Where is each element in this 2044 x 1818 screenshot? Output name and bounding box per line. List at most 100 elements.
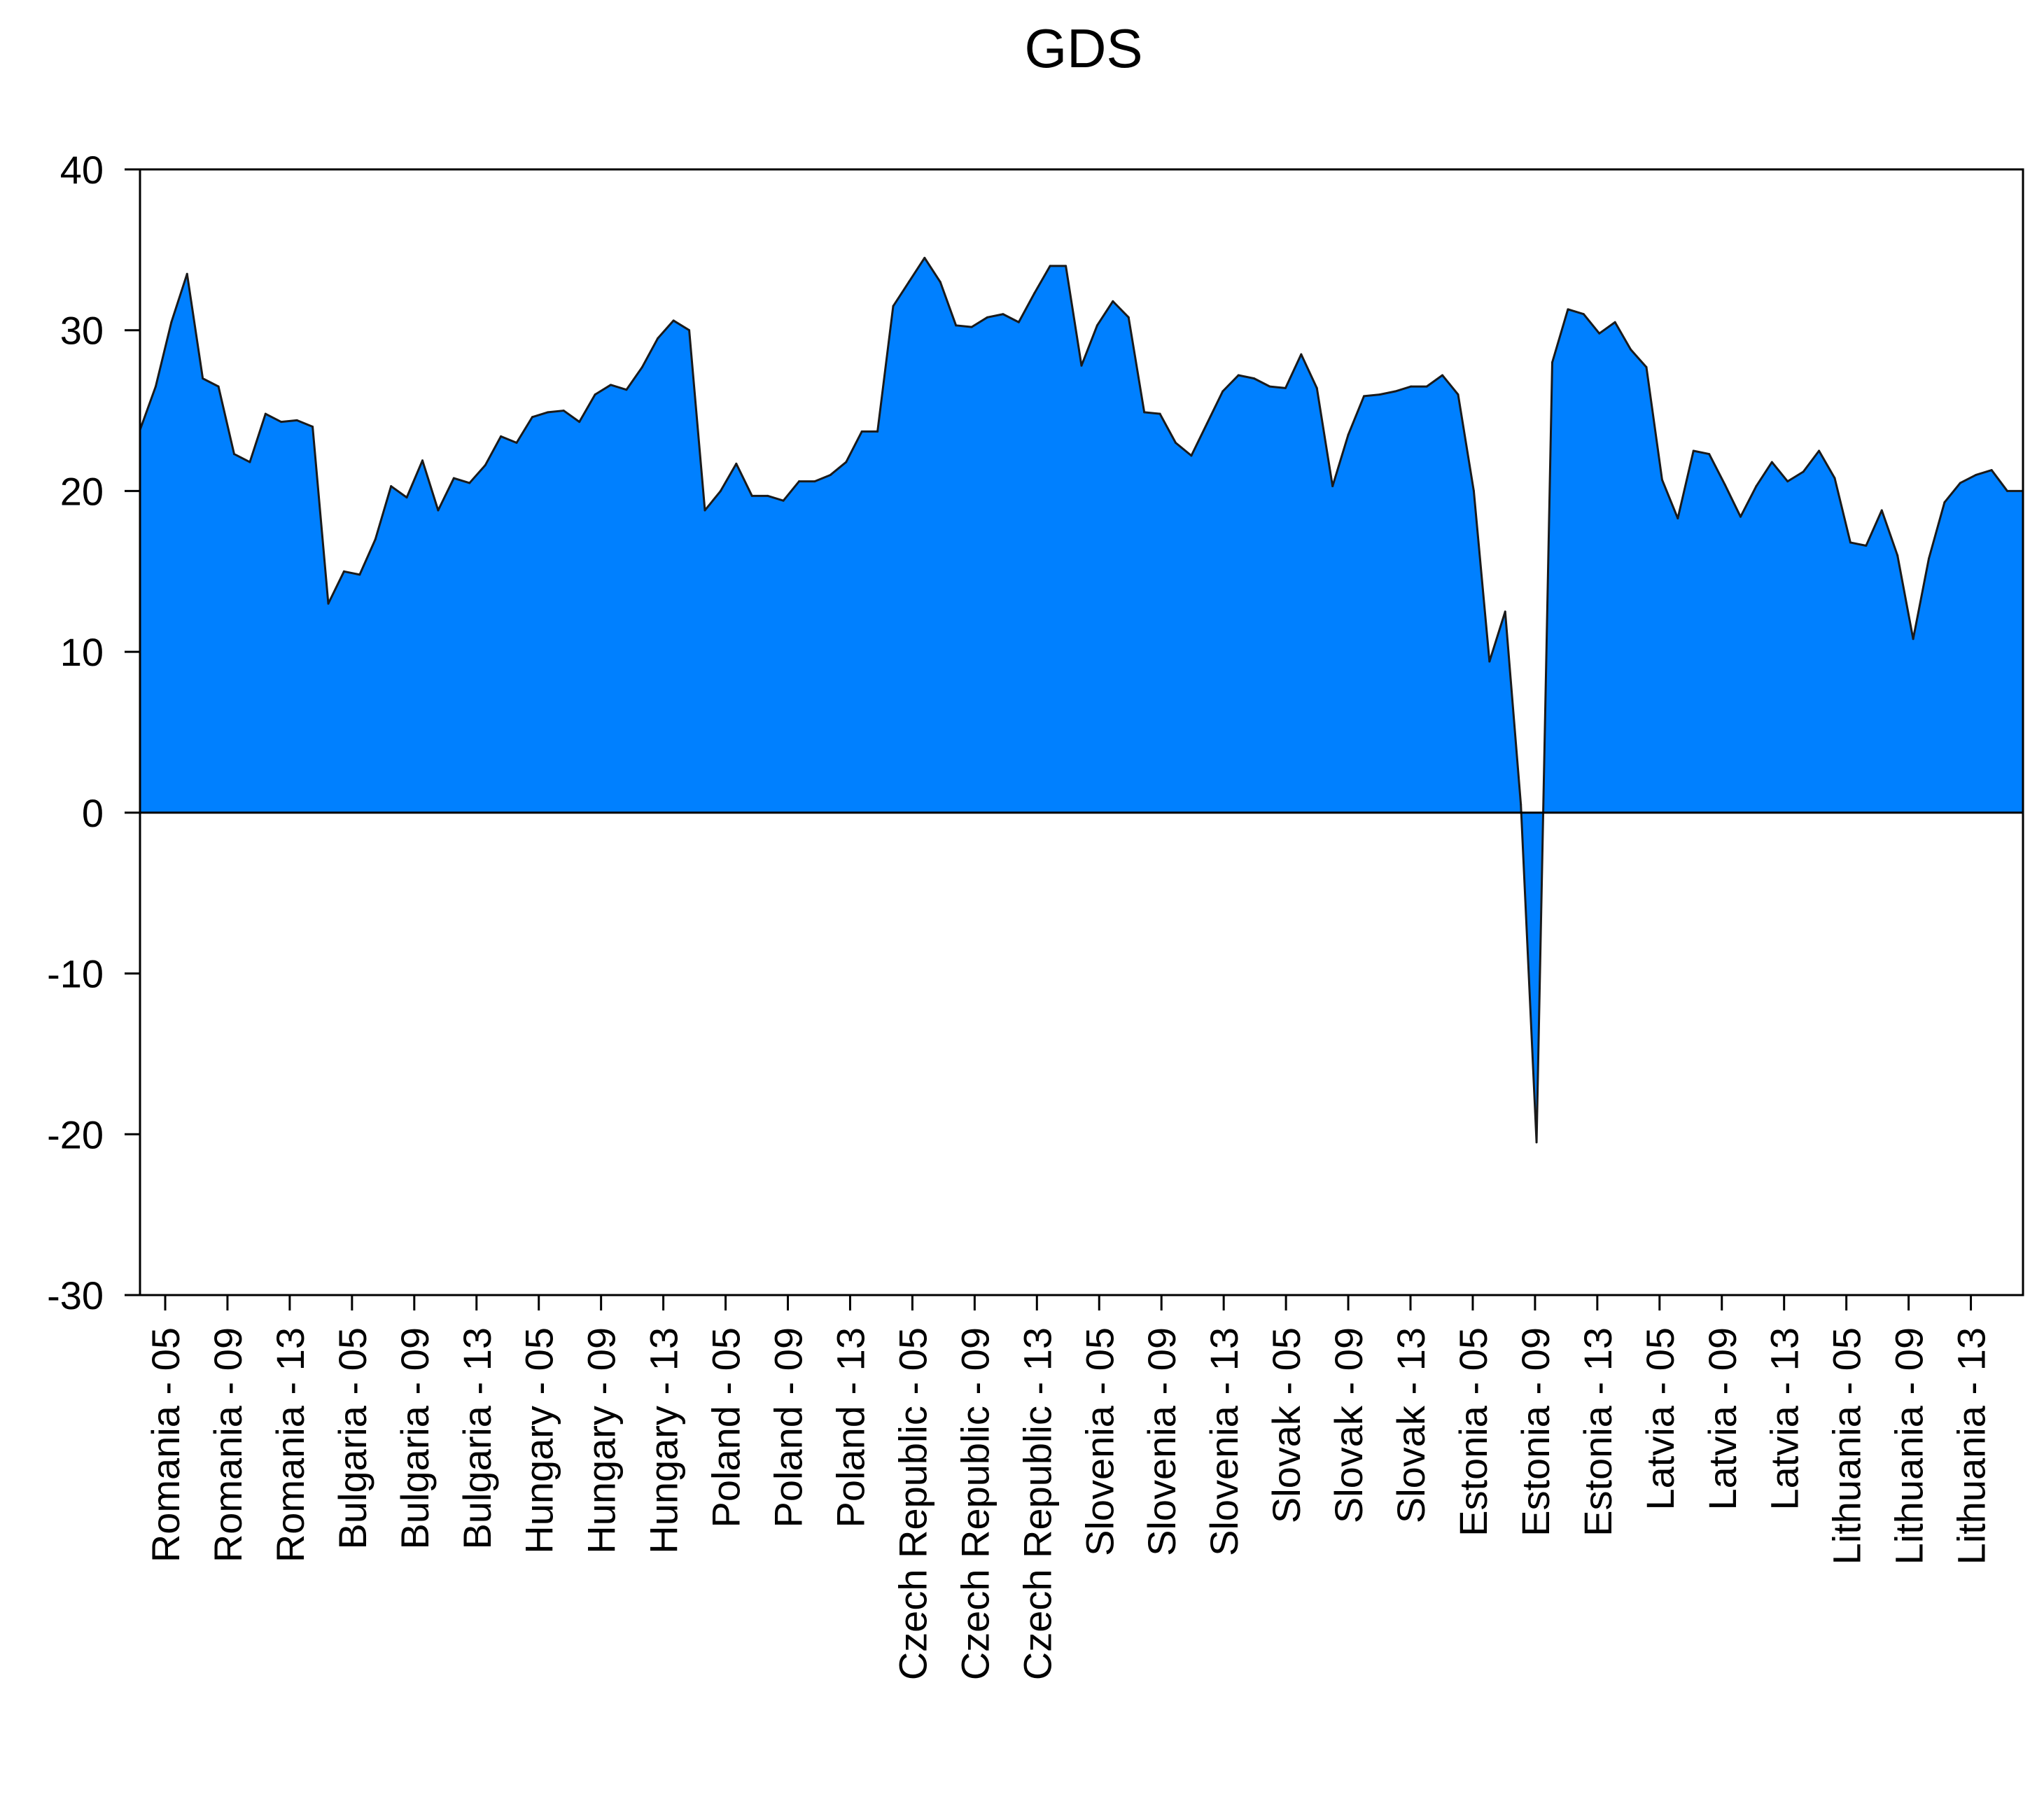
data-point bbox=[515, 442, 518, 445]
plot-area bbox=[139, 256, 2024, 1144]
data-point bbox=[860, 430, 863, 433]
x-tick-label: Romania - 05 bbox=[144, 1327, 188, 1562]
data-point bbox=[1990, 469, 1993, 472]
data-point bbox=[1441, 374, 1444, 377]
x-tick-label: Latvia - 05 bbox=[1638, 1327, 1682, 1511]
data-point bbox=[1472, 489, 1475, 492]
data-point bbox=[1630, 348, 1632, 351]
data-point bbox=[735, 462, 738, 465]
data-point bbox=[1802, 470, 1805, 473]
x-tick-label: Hungary - 05 bbox=[517, 1327, 561, 1554]
gds-area bbox=[140, 258, 2023, 1142]
data-point bbox=[1645, 366, 1648, 369]
data-point bbox=[170, 321, 173, 323]
data-point bbox=[202, 377, 204, 380]
x-tick-label: Slovak - 09 bbox=[1326, 1327, 1371, 1523]
data-point bbox=[405, 496, 408, 499]
data-point bbox=[782, 499, 785, 502]
data-point bbox=[1833, 477, 1836, 480]
y-tick-label: 30 bbox=[60, 309, 104, 353]
data-point bbox=[437, 509, 440, 512]
data-point bbox=[1112, 300, 1114, 302]
y-tick-label: 20 bbox=[60, 469, 104, 513]
x-tick-label: Bulgaria - 09 bbox=[393, 1327, 437, 1550]
data-point bbox=[1363, 395, 1365, 398]
data-point bbox=[1770, 461, 1773, 463]
data-point bbox=[704, 509, 706, 512]
data-point bbox=[986, 316, 988, 319]
x-tick-label: Czech Republic - 13 bbox=[1015, 1327, 1059, 1680]
data-point bbox=[1928, 557, 1930, 560]
data-point bbox=[484, 464, 486, 467]
data-point bbox=[1614, 321, 1616, 323]
data-point bbox=[1786, 480, 1789, 483]
data-point bbox=[1205, 422, 1208, 425]
data-point bbox=[1002, 313, 1004, 316]
x-tick-label: Romania - 09 bbox=[206, 1327, 250, 1562]
data-point bbox=[1080, 364, 1083, 367]
data-point bbox=[1676, 517, 1679, 519]
data-point bbox=[2006, 489, 2009, 492]
x-tick-label: Latvia - 13 bbox=[1763, 1327, 1807, 1511]
x-tick-label: Lithuania - 09 bbox=[1887, 1327, 1931, 1565]
data-point bbox=[1692, 449, 1695, 452]
x-tick-label: Czech Republic - 05 bbox=[890, 1327, 934, 1680]
x-axis: Romania - 05 Romania - 09 Romania - 13 Bulg… bbox=[144, 1295, 1994, 1680]
data-point bbox=[907, 281, 910, 284]
data-point bbox=[1017, 321, 1020, 323]
data-point bbox=[1049, 265, 1051, 267]
data-point bbox=[154, 385, 157, 388]
x-tick-label: Slovenia - 09 bbox=[1140, 1327, 1184, 1556]
data-point bbox=[1065, 265, 1068, 267]
plot-frame bbox=[139, 168, 2024, 1296]
data-point bbox=[1300, 353, 1303, 356]
data-point bbox=[374, 538, 377, 540]
data-point bbox=[280, 421, 283, 424]
data-point bbox=[295, 419, 298, 421]
data-point bbox=[1912, 638, 1914, 641]
data-point bbox=[1582, 313, 1585, 316]
data-point bbox=[1740, 515, 1742, 518]
data-point bbox=[1143, 411, 1146, 414]
x-tick-label: Hungary - 09 bbox=[580, 1327, 624, 1554]
data-point bbox=[1268, 385, 1271, 388]
y-tick-label: 0 bbox=[82, 791, 104, 835]
data-point bbox=[1535, 1141, 1538, 1144]
data-point bbox=[468, 482, 471, 484]
x-tick-label: Estonia - 09 bbox=[1513, 1327, 1558, 1537]
data-point bbox=[1237, 374, 1240, 377]
x-tick-label: Slovenia - 05 bbox=[1077, 1327, 1121, 1556]
data-point bbox=[845, 461, 848, 463]
data-point bbox=[1755, 485, 1758, 488]
data-point bbox=[1865, 545, 1868, 547]
data-point bbox=[1158, 412, 1161, 415]
x-tick-label: Latvia - 09 bbox=[1700, 1327, 1744, 1511]
data-point bbox=[1818, 449, 1821, 452]
data-point bbox=[1190, 454, 1193, 457]
data-point bbox=[1127, 316, 1130, 319]
data-point bbox=[1096, 324, 1098, 327]
data-point bbox=[1410, 385, 1413, 388]
x-tick-label: Romania - 13 bbox=[268, 1327, 312, 1562]
data-point bbox=[421, 459, 424, 462]
data-point bbox=[186, 272, 188, 275]
data-point bbox=[358, 573, 361, 576]
data-point bbox=[610, 384, 612, 386]
data-point bbox=[1598, 332, 1601, 335]
data-point bbox=[531, 416, 533, 419]
data-point bbox=[1880, 509, 1883, 512]
x-tick-label: Slovak - 05 bbox=[1264, 1327, 1308, 1523]
data-point bbox=[312, 426, 314, 428]
data-point bbox=[1284, 386, 1287, 389]
chart-title: GDS bbox=[1024, 18, 1142, 79]
x-tick-label: Estonia - 13 bbox=[1576, 1327, 1620, 1537]
data-point bbox=[1551, 361, 1553, 364]
data-point bbox=[625, 389, 628, 391]
data-point bbox=[1567, 308, 1569, 311]
data-point bbox=[594, 393, 596, 396]
data-point bbox=[342, 570, 345, 573]
data-point bbox=[955, 324, 958, 327]
data-point bbox=[923, 256, 926, 259]
data-point bbox=[390, 485, 393, 488]
